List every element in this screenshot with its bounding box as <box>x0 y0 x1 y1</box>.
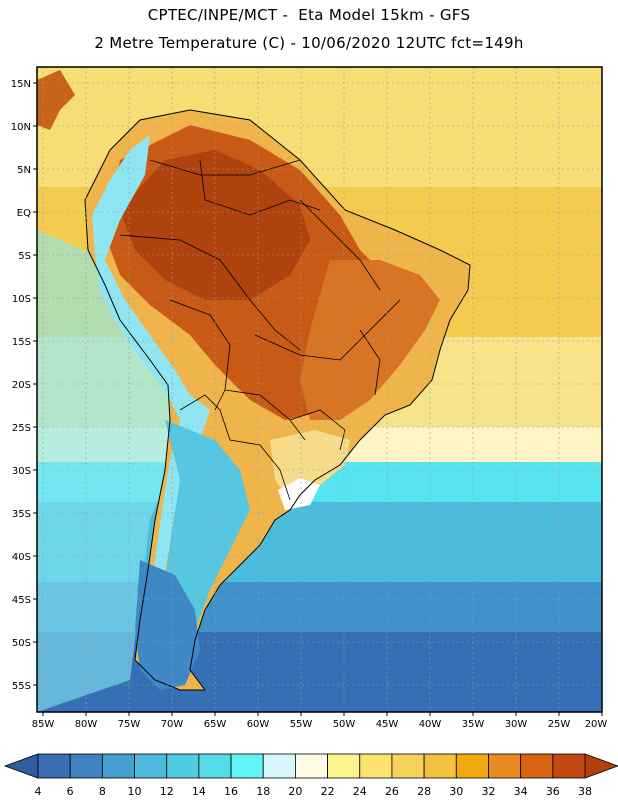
colorbar-label: 22 <box>321 785 335 798</box>
southern-tip-coldest <box>135 560 200 690</box>
lat-label: 35S <box>12 509 31 520</box>
lon-label: 40W <box>419 719 442 730</box>
colorbar-label: 12 <box>160 785 174 798</box>
colorbar-label: 4 <box>35 785 42 798</box>
lon-label: 30W <box>505 719 528 730</box>
lon-label: 85W <box>32 719 55 730</box>
lon-label: 25W <box>548 719 571 730</box>
colorbar-cell <box>520 753 554 779</box>
lat-label: 55S <box>12 681 31 692</box>
colorbar-cell <box>230 753 264 779</box>
map-frame <box>36 66 603 713</box>
colorbar-labels: 4 6 8 10 12 14 16 18 20 22 24 26 28 30 32 34 36 38 <box>35 785 593 798</box>
lat-label: 40S <box>12 552 31 563</box>
country-borders <box>119 159 401 501</box>
lat-label: 15S <box>12 337 31 348</box>
colorbar-label: 16 <box>224 785 238 798</box>
lon-label: 60W <box>247 719 270 730</box>
colorbar-label: 36 <box>546 785 560 798</box>
lon-labels: 85W 80W 75W 70W 65W 60W 55W 50W 45W 40W … <box>32 719 608 730</box>
lat-labels: 15N 10N 5N EQ 5S 10S 15S 20S 25S 30S 35S… <box>11 79 31 692</box>
graticule <box>37 67 602 712</box>
colorbar-cells <box>37 753 586 779</box>
lon-label: 45W <box>376 719 399 730</box>
title-line-2: 2 Metre Temperature (C) - 10/06/2020 12U… <box>94 34 524 52</box>
colorbar-label: 28 <box>417 785 431 798</box>
lon-label: 35W <box>462 719 485 730</box>
colorbar-label: 32 <box>481 785 495 798</box>
lon-label: 75W <box>118 719 141 730</box>
colorbar: 4 6 8 10 12 14 16 18 20 22 24 26 28 30 32 34 36 38 <box>3 753 618 798</box>
lat-label: 15N <box>11 79 31 90</box>
colorbar-label: 24 <box>353 785 367 798</box>
colorbar-cell <box>37 753 71 779</box>
title-line-1: CPTEC/INPE/MCT - Eta Model 15km - GFS <box>147 6 471 24</box>
colorbar-label: 20 <box>288 785 302 798</box>
lat-label: 45S <box>12 595 31 606</box>
colorbar-label: 14 <box>192 785 206 798</box>
colorbar-cell <box>134 753 168 779</box>
lat-label: 5S <box>18 251 31 262</box>
colorbar-label: 30 <box>449 785 463 798</box>
colorbar-cell <box>359 753 393 779</box>
andes-cold-ridge <box>92 135 210 660</box>
colorbar-label: 26 <box>385 785 399 798</box>
colorbar-label: 10 <box>128 785 142 798</box>
map-field <box>37 67 602 712</box>
colorbar-label: 6 <box>67 785 74 798</box>
colorbar-cell <box>423 753 457 779</box>
colorbar-label: 34 <box>514 785 528 798</box>
axis-ticks <box>33 82 603 716</box>
colorbar-cell <box>166 753 200 779</box>
colorbar-label: 8 <box>99 785 106 798</box>
lon-label: 50W <box>333 719 356 730</box>
colorbar-cell <box>552 753 586 779</box>
colorbar-cell <box>455 753 489 779</box>
colorbar-cell <box>262 753 296 779</box>
lat-label: 30S <box>12 466 31 477</box>
colorbar-high-arrow <box>584 753 618 779</box>
lat-label: 10S <box>12 294 31 305</box>
land-south-mild <box>270 430 350 500</box>
lat-label: 10N <box>11 122 31 133</box>
colorbar-label: 18 <box>256 785 270 798</box>
land-east-warm <box>300 260 440 420</box>
colorbar-cell <box>488 753 522 779</box>
land-central-america <box>37 70 75 130</box>
land-hottest-core <box>120 150 310 300</box>
colorbar-label: 38 <box>578 785 592 798</box>
lon-label: 70W <box>161 719 184 730</box>
colorbar-cell <box>101 753 135 779</box>
lat-label: 50S <box>12 638 31 649</box>
lat-label: EQ <box>17 208 31 219</box>
lat-label: 5N <box>17 165 31 176</box>
lon-label: 80W <box>75 719 98 730</box>
lon-label: 20W <box>585 719 608 730</box>
colorbar-cell <box>391 753 425 779</box>
lat-label: 25S <box>12 423 31 434</box>
coastline <box>84 109 471 691</box>
lon-label: 65W <box>204 719 227 730</box>
colorbar-cell <box>295 753 328 779</box>
colorbar-cell <box>69 753 103 779</box>
colorbar-cell <box>198 753 232 779</box>
colorbar-low-arrow <box>3 753 39 779</box>
lon-label: 55W <box>290 719 313 730</box>
colorbar-cell <box>327 753 361 779</box>
lat-label: 20S <box>12 380 31 391</box>
